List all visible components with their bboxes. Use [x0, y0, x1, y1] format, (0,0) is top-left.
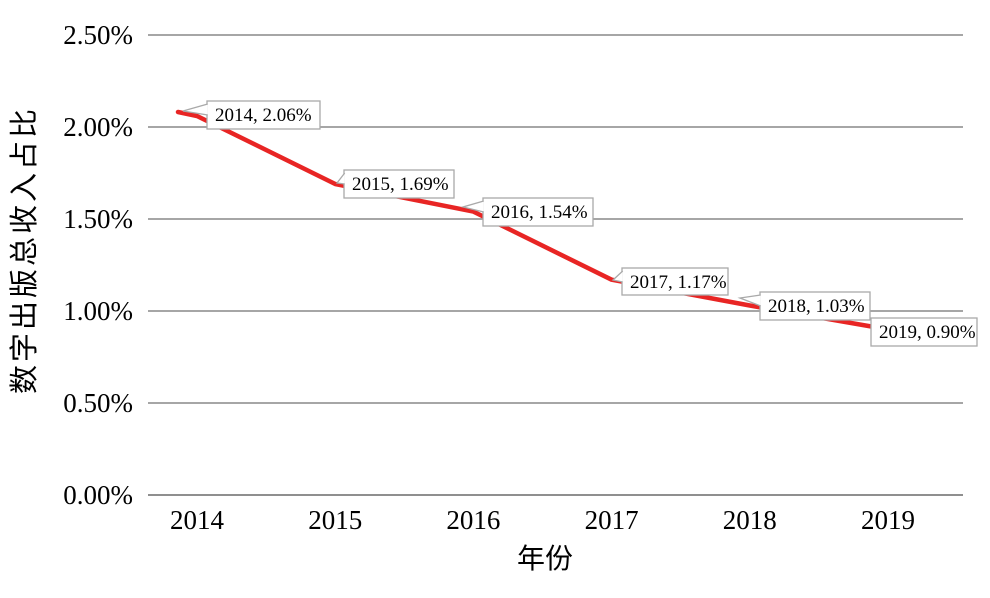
- x-axis-title: 年份: [517, 543, 573, 575]
- y-tick-label: 0.50%: [63, 388, 133, 418]
- callout-box: [621, 267, 729, 296]
- y-tick-label: 1.00%: [63, 296, 133, 326]
- y-tick-label: 2.50%: [63, 20, 133, 50]
- callout-pointer-border: [737, 294, 761, 307]
- data-callout: 2019, 0.90%: [870, 317, 978, 347]
- x-tick-label: 2016: [446, 505, 500, 535]
- callout-pointer-border: [460, 200, 484, 213]
- x-tick-label: 2014: [170, 505, 225, 535]
- data-callout: 2016, 1.54%: [460, 197, 594, 227]
- x-tick-label: 2018: [723, 505, 777, 535]
- x-tick-label: 2017: [585, 505, 639, 535]
- data-callout: 2018, 1.03%: [737, 291, 871, 321]
- x-tick-labels: 2014 2015 2016 2017 2018 2019: [170, 505, 915, 535]
- callout-pointer-border: [611, 270, 624, 283]
- callout-label: 2017, 1.17%: [630, 272, 727, 293]
- callout-label: 2018, 1.03%: [768, 296, 865, 317]
- y-tick-label: 2.00%: [63, 112, 133, 142]
- callout-box: [759, 291, 871, 321]
- callout-pointer-border: [335, 172, 346, 185]
- y-tick-labels: 0.00% 0.50% 1.00% 1.50% 2.00% 2.50%: [63, 20, 133, 510]
- x-tick-label: 2019: [861, 505, 915, 535]
- callout-label: 2014, 2.06%: [215, 105, 312, 126]
- y-tick-label: 1.50%: [63, 204, 133, 234]
- callout-pointer: [463, 201, 484, 212]
- callout-pointer: [183, 104, 208, 115]
- data-callout: 2014, 2.06%: [182, 100, 321, 130]
- series-line-group: [175, 109, 891, 332]
- callout-box: [870, 317, 978, 347]
- x-tick-label: 2015: [308, 505, 362, 535]
- data-callout: 2017, 1.17%: [611, 267, 729, 296]
- callout-label: 2016, 1.54%: [491, 202, 588, 223]
- data-callout: 2015, 1.69%: [335, 169, 455, 199]
- callout-label: 2019, 0.90%: [879, 322, 976, 343]
- y-tick-label: 0.00%: [63, 480, 133, 510]
- series-line: [175, 109, 891, 332]
- callout-pointer-border: [182, 103, 208, 116]
- callout-label: 2015, 1.69%: [352, 174, 449, 195]
- callouts-group: 2014, 2.06% 2015, 1.69% 2016, 1.54% 2017, 1…: [182, 100, 978, 347]
- y-axis-title: 数字出版总收入占比: [8, 106, 41, 394]
